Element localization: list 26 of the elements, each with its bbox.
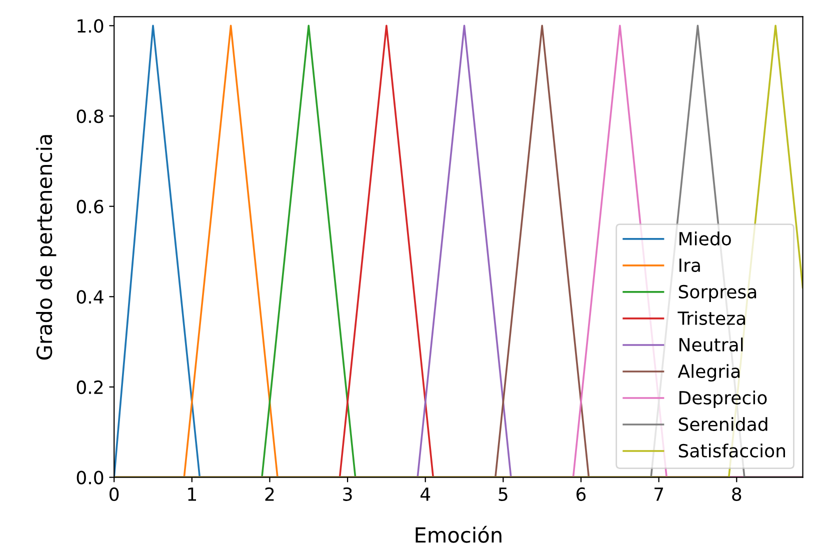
x-tick-label: 4 <box>420 488 430 501</box>
legend-label: Neutral <box>679 338 743 352</box>
y-tick-label: 0.8 <box>76 109 104 124</box>
y-tick-label: 0.0 <box>76 470 104 484</box>
y-tick-label: 0.4 <box>76 290 104 304</box>
legend-label: Serenidad <box>678 417 768 432</box>
legend-label: Sorpresa <box>678 284 756 302</box>
x-tick-label: 3 <box>343 487 352 501</box>
x-tick-label: 7 <box>654 488 664 501</box>
legend-label: Tristeza <box>678 311 746 326</box>
x-tick-label: 2 <box>265 487 274 501</box>
x-axis-title: Emoción <box>416 526 502 543</box>
x-tick-label: 6 <box>576 487 586 501</box>
legend-label: Alegria <box>678 364 740 382</box>
y-tick-label: 1.0 <box>78 19 104 33</box>
legend-label: Miedo <box>679 232 731 246</box>
legend-label: Ira <box>679 258 700 272</box>
y-tick-label: 0.2 <box>76 380 103 394</box>
legend-label: Desprecio <box>679 390 767 408</box>
x-tick-label: 0 <box>110 487 119 501</box>
y-tick-label: 0.6 <box>76 200 104 214</box>
x-tick-label: 8 <box>732 487 742 501</box>
y-axis-title: Grado de pertenencia <box>36 135 56 360</box>
legend-label: Satisfaccion <box>678 444 785 458</box>
x-tick-label: 5 <box>498 488 508 501</box>
x-tick-label: 1 <box>188 488 196 501</box>
